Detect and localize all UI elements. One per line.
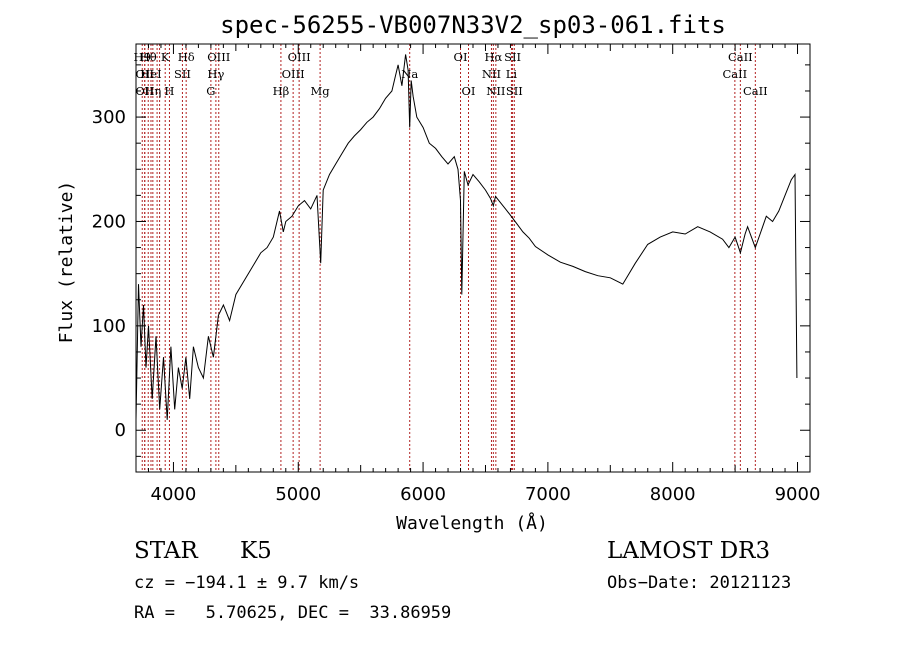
y-axis-label: Flux (relative) <box>56 181 77 344</box>
line-label: Hβ <box>273 84 290 98</box>
line-label: OI <box>454 50 468 64</box>
line-label: Li <box>506 67 518 81</box>
x-tick-label: 9000 <box>775 484 821 505</box>
spectral-line-labels: H9OIIOIIHθHeIHηKHSIIHδGHγOIIIHβOIIIOIIIM… <box>134 50 768 98</box>
x-tick-label: 7000 <box>525 484 571 505</box>
obs-date-text: Obs−Date: 20121123 <box>607 573 792 593</box>
line-label: SII <box>506 84 523 98</box>
spectral-line-markers <box>141 44 756 472</box>
redshift-text: cz = −194.1 ± 9.7 km/s <box>134 573 360 593</box>
x-axis-label: Wavelength (Å) <box>396 512 548 534</box>
object-subclass: K5 <box>240 538 272 564</box>
line-label: SII <box>504 50 521 64</box>
line-label: Na <box>401 67 418 81</box>
spectrum-line <box>135 54 798 420</box>
line-label: CaII <box>722 67 747 81</box>
coordinates-text: RA = 5.70625, DEC = 33.86959 <box>134 603 452 623</box>
y-tick-label: 200 <box>92 211 126 232</box>
line-label: OIII <box>207 50 230 64</box>
y-tick-label: 0 <box>115 420 126 441</box>
line-label: K <box>161 50 170 64</box>
survey-label: LAMOST DR3 <box>607 538 771 564</box>
line-label: Mg <box>311 84 331 98</box>
x-tick-label: 4000 <box>151 484 197 505</box>
line-label: H <box>164 84 174 98</box>
line-label: CaII <box>743 84 768 98</box>
line-label: OII <box>135 84 154 98</box>
line-label: HeI <box>140 67 161 81</box>
plot-frame <box>135 43 811 473</box>
line-label: Hδ <box>178 50 195 64</box>
line-label: CaII <box>728 50 753 64</box>
line-label: SII <box>174 67 191 81</box>
x-tick-label: 5000 <box>275 484 321 505</box>
line-label: G <box>206 84 215 98</box>
line-label: Hθ <box>140 50 157 64</box>
line-label: OI <box>462 84 476 98</box>
x-tick-label: 8000 <box>650 484 696 505</box>
y-tick-label: 300 <box>92 107 126 128</box>
line-label: NII <box>482 67 501 81</box>
x-tick-label: 6000 <box>400 484 446 505</box>
line-label: OIII <box>282 67 305 81</box>
line-label: Hα <box>484 50 502 64</box>
object-class: STAR <box>134 538 198 564</box>
line-label: OII <box>135 67 154 81</box>
line-label: OIII <box>288 50 311 64</box>
line-label: H9 <box>134 50 151 64</box>
x-axis: 4000 5000 6000 7000 8000 9000 <box>135 44 821 505</box>
line-label: NII <box>486 84 505 98</box>
line-label: Hη <box>144 84 161 98</box>
y-tick-label: 100 <box>92 316 126 337</box>
chart-title: spec-56255-VB007N33V2_sp03-061.fits <box>220 11 726 39</box>
y-axis: 0 100 200 300 <box>92 64 810 457</box>
line-label: Hγ <box>207 67 224 81</box>
